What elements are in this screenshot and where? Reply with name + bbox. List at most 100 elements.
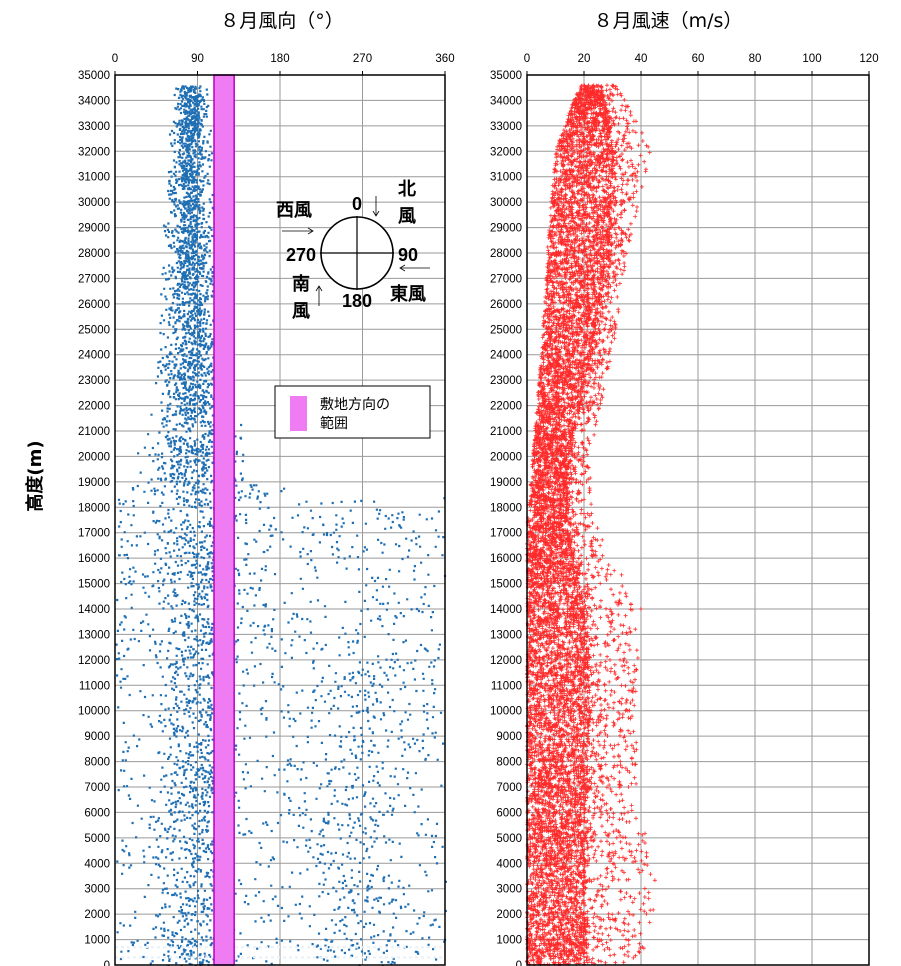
compass-north-value: 0 (352, 194, 362, 214)
y-tick-label: 2000 (84, 909, 110, 921)
y-tick-label: 17000 (78, 528, 110, 540)
y-tick-label: 25000 (490, 324, 522, 336)
y-tick-label: 8000 (84, 757, 110, 769)
y-tick-label: 15000 (490, 579, 522, 591)
compass-arrows (282, 196, 430, 306)
y-tick-label: 30000 (490, 197, 522, 209)
y-tick-label: 2000 (496, 909, 522, 921)
y-tick-label: 7000 (84, 782, 110, 794)
y-tick-label: 4000 (496, 858, 522, 870)
y-tick-label: 3000 (496, 884, 522, 896)
y-tick-label: 12000 (78, 655, 110, 667)
y-tick-label: 27000 (490, 273, 522, 285)
x-tick-label: 90 (191, 53, 204, 65)
compass-east-value: 90 (398, 245, 418, 265)
y-tick-label: 27000 (78, 273, 110, 285)
y-tick-label: 22000 (490, 401, 522, 413)
y-tick-label: 0 (104, 960, 110, 966)
y-tick-label: 26000 (490, 299, 522, 311)
y-tick-label: 18000 (78, 502, 110, 514)
y-tick-label: 15000 (78, 579, 110, 591)
y-tick-label: 10000 (490, 706, 522, 718)
compass-west-value: 270 (286, 245, 316, 265)
y-tick-label: 7000 (496, 782, 522, 794)
y-tick-label: 34000 (490, 95, 522, 107)
legend: 敷地方向の 範囲 (274, 385, 431, 439)
compass-north-label-1: 北 (398, 179, 416, 199)
y-tick-label: 19000 (490, 477, 522, 489)
left-chart-title: ８月風向（°） (220, 10, 344, 32)
y-tick-label: 1000 (496, 935, 522, 947)
legend-label-line2: 範囲 (320, 415, 348, 432)
y-tick-label: 21000 (78, 426, 110, 438)
y-tick-label: 3000 (84, 884, 110, 896)
wind-speed-points (525, 83, 657, 966)
legend-swatch (290, 396, 307, 431)
y-tick-label: 16000 (490, 553, 522, 565)
y-tick-label: 22000 (78, 401, 110, 413)
x-tick-label: 0 (112, 53, 118, 65)
x-tick-label: 0 (524, 53, 530, 65)
x-tick-label: 80 (749, 53, 762, 65)
wind-direction-markers (115, 85, 447, 966)
y-tick-label: 19000 (78, 477, 110, 489)
x-tick-label: 60 (692, 53, 705, 65)
x-tick-label: 360 (435, 53, 454, 65)
y-tick-label: 24000 (490, 350, 522, 362)
y-tick-label: 23000 (78, 375, 110, 387)
left-x-tick-labels: 0 90 180 270 360 (112, 53, 455, 75)
y-tick-label: 6000 (84, 807, 110, 819)
y-tick-label: 35000 (490, 70, 522, 82)
y-tick-label: 28000 (78, 248, 110, 260)
x-tick-label: 100 (802, 53, 821, 65)
y-tick-label: 20000 (78, 451, 110, 463)
x-tick-label: 120 (859, 53, 878, 65)
wind-direction-points (115, 85, 447, 966)
y-tick-label: 21000 (490, 426, 522, 438)
y-tick-label: 32000 (490, 146, 522, 158)
site-direction-band (213, 74, 235, 966)
y-tick-label: 23000 (490, 375, 522, 387)
legend-label-line1: 敷地方向の (320, 397, 390, 413)
x-tick-label: 180 (270, 53, 289, 65)
y-tick-label: 18000 (490, 502, 522, 514)
y-tick-label: 6000 (496, 807, 522, 819)
y-tick-label: 13000 (490, 629, 522, 641)
y-tick-label: 31000 (490, 172, 522, 184)
wind-speed-markers (525, 83, 657, 966)
y-tick-label: 11000 (79, 680, 110, 692)
wind-speed-plot: 0 20 40 60 80 100 120 0 1000 2000 3000 4000 5000 600… (490, 53, 879, 966)
y-tick-label: 16000 (78, 553, 110, 565)
compass-south-label-1: 南 (292, 273, 310, 294)
y-tick-label: 29000 (78, 223, 110, 235)
y-tick-label: 0 (516, 960, 522, 966)
y-tick-label: 9000 (84, 731, 110, 743)
y-tick-label: 20000 (490, 451, 522, 463)
y-tick-label: 8000 (496, 757, 522, 769)
y-tick-label: 5000 (496, 833, 522, 845)
y-tick-label: 28000 (490, 248, 522, 260)
y-tick-label: 10000 (78, 706, 110, 718)
y-tick-label: 14000 (490, 604, 522, 616)
y-tick-label: 5000 (84, 833, 110, 845)
x-tick-label: 270 (353, 53, 372, 65)
right-x-tick-labels: 0 20 40 60 80 100 120 (524, 53, 879, 75)
compass-south-label-2: 風 (292, 301, 310, 321)
y-tick-label: 25000 (78, 324, 110, 336)
right-y-tick-labels: 0 1000 2000 3000 4000 5000 6000 7000 8000 9000 100… (490, 70, 522, 966)
y-tick-label: 29000 (490, 223, 522, 235)
y-tick-label: 11000 (491, 680, 522, 692)
y-axis-label: 高度(m) (24, 440, 46, 511)
y-tick-label: 13000 (78, 629, 110, 641)
y-tick-label: 33000 (490, 121, 522, 133)
y-tick-label: 14000 (78, 604, 110, 616)
y-tick-label: 30000 (78, 197, 110, 209)
y-tick-label: 9000 (496, 731, 522, 743)
y-tick-label: 35000 (78, 70, 110, 82)
y-tick-label: 24000 (78, 350, 110, 362)
compass-inset: 0 90 270 180 北 風 西風 東風 南 風 (276, 179, 430, 321)
compass-east-label: 東風 (390, 283, 426, 304)
compass-north-label-2: 風 (398, 206, 416, 226)
y-tick-label: 4000 (84, 858, 110, 870)
y-tick-label: 31000 (78, 172, 110, 184)
